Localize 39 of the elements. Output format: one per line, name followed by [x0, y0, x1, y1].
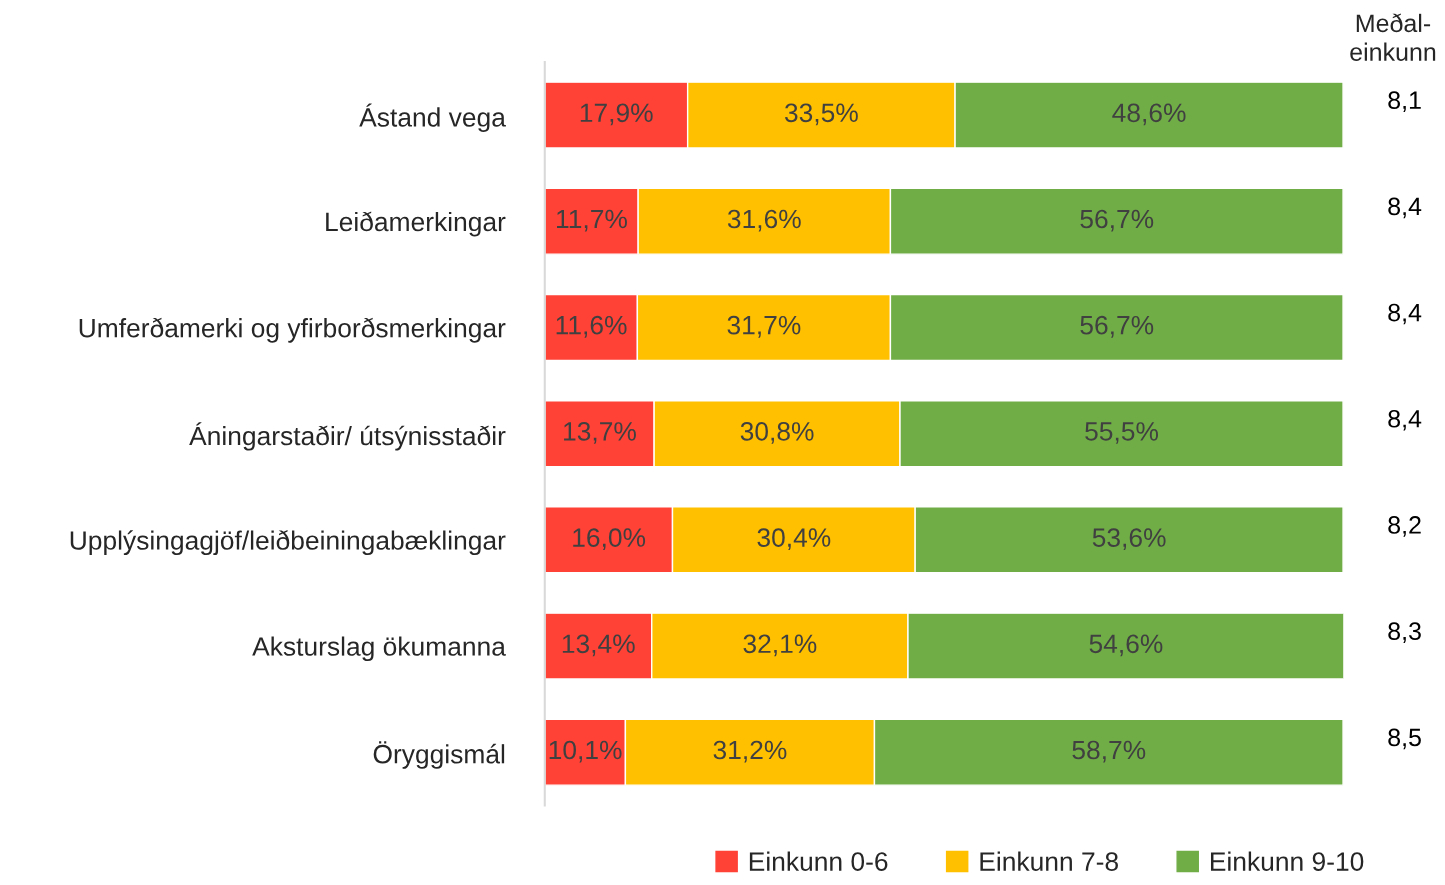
data-label: 30,4% [757, 528, 831, 551]
text: 8,4 [1388, 409, 1422, 431]
data-label: 53,6% [1092, 528, 1166, 551]
y-tick-label: Aksturslag ökumanna [252, 636, 506, 662]
legend-label: Einkunn 7-8 [980, 851, 1118, 871]
data-label: 11,7% [557, 209, 627, 232]
y-tick-label: Upplýsingagjöf/leiðbeiningabæklingar [70, 530, 506, 556]
text: 8,1 [1388, 91, 1421, 112]
text: 8,5 [1388, 728, 1421, 750]
data-label: 56,7% [1080, 209, 1154, 232]
data-label: 17,9% [580, 103, 653, 126]
y-tick-label: Ástand vega [359, 103, 506, 132]
data-label: 48,6% [1112, 103, 1186, 126]
legend-label: Einkunn 9-10 [1210, 851, 1364, 871]
y-tick-label: Umferðamerki og yfirborðsmerkingar [79, 317, 506, 343]
data-label: 31,7% [727, 315, 801, 338]
y-tick-label: Áningarstaðir/ útsýnisstaðir [189, 422, 506, 451]
data-label: 13,4% [562, 634, 635, 657]
text: 8,4 [1388, 197, 1422, 219]
data-label: 33,5% [784, 103, 858, 126]
text: 8,3 [1388, 622, 1421, 643]
data-label: 58,7% [1072, 740, 1146, 763]
data-label: 54,6% [1089, 634, 1163, 657]
y-tick-label: Öryggismál [373, 741, 505, 769]
data-label: 56,7% [1080, 315, 1154, 338]
data-label: 55,5% [1085, 422, 1158, 444]
legend-label: Einkunn 0-6 [749, 851, 888, 871]
data-label: 16,0% [573, 528, 646, 551]
data-label: 13,7% [564, 422, 636, 444]
text: 8,4 [1388, 303, 1422, 325]
data-label: 30,8% [740, 422, 814, 444]
y-tick-label: Leiðamerkingar [326, 211, 506, 237]
data-label: 31,2% [713, 740, 787, 763]
data-label: 11,6% [556, 315, 627, 338]
text: 8,2 [1388, 516, 1421, 537]
data-label: 31,6% [727, 209, 801, 232]
data-label: 32,1% [743, 634, 817, 657]
text: Meðal- einkunn [1350, 13, 1436, 61]
data-label: 10,1% [549, 740, 622, 763]
